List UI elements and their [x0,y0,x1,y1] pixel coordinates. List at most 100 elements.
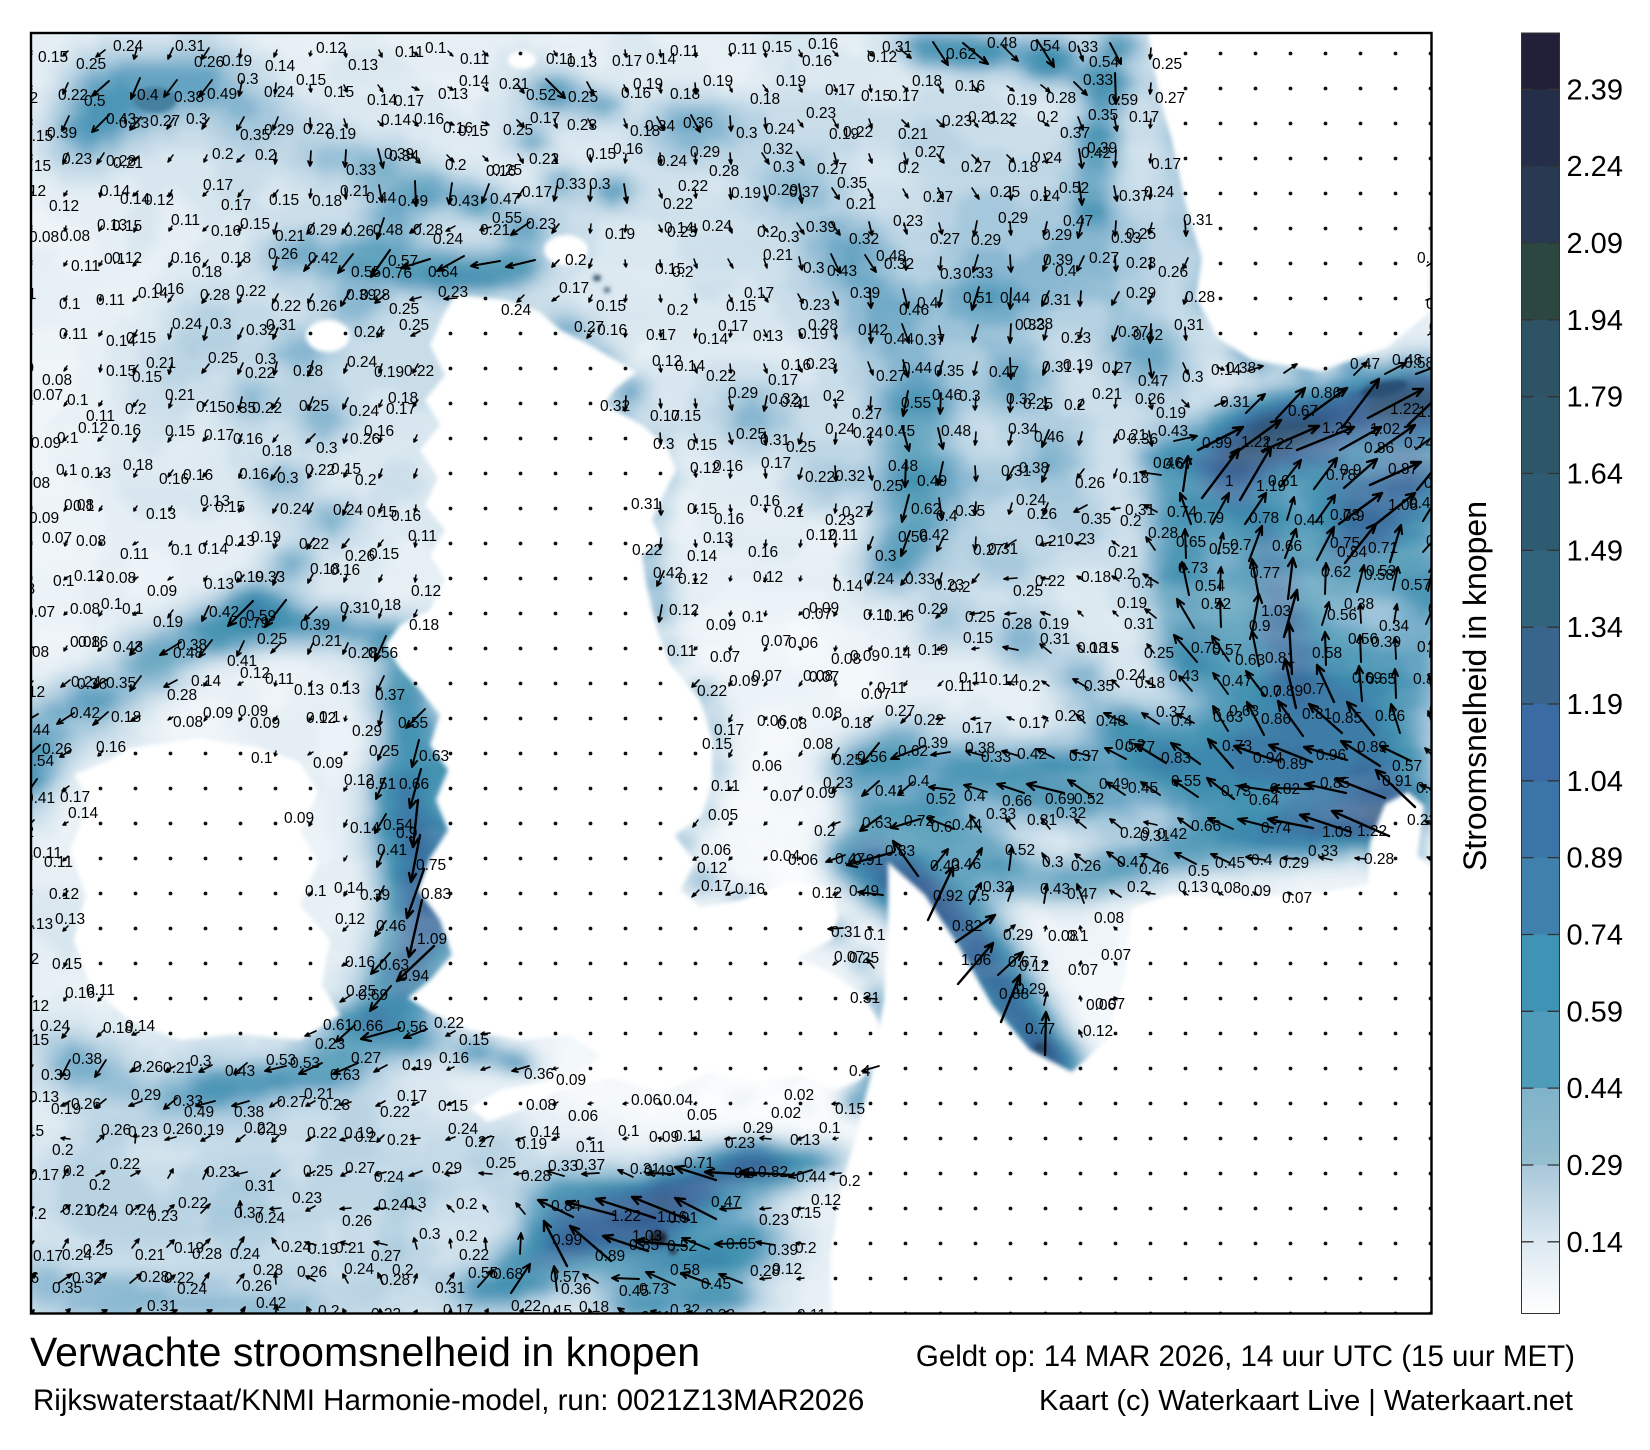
svg-text:0.12: 0.12 [652,353,682,370]
svg-text:Kaart (c) Waterkaart Live | Wa: Kaart (c) Waterkaart Live | Waterkaart.n… [1039,1385,1573,1417]
svg-text:0.08: 0.08 [29,229,59,246]
svg-text:0.08: 0.08 [1211,880,1241,897]
svg-text:0.22: 0.22 [434,1015,464,1032]
svg-text:0.25: 0.25 [303,1163,333,1180]
svg-text:0.09: 0.09 [809,600,839,617]
svg-text:0.44: 0.44 [1567,1073,1623,1105]
svg-text:0.08: 0.08 [106,570,136,587]
svg-text:0.25: 0.25 [76,56,106,73]
svg-text:0.1: 0.1 [122,601,144,618]
svg-text:0.63: 0.63 [1213,709,1243,726]
svg-text:0.24: 0.24 [853,425,884,442]
svg-text:1.22: 1.22 [1390,401,1420,418]
svg-text:0.52: 0.52 [1074,791,1104,808]
svg-text:0.3: 0.3 [653,436,675,453]
svg-text:0.35: 0.35 [240,127,270,144]
svg-text:0.41: 0.41 [227,653,257,670]
svg-text:0.3: 0.3 [1042,854,1064,871]
svg-text:0.48: 0.48 [173,645,203,662]
svg-text:0.69: 0.69 [1045,791,1075,808]
svg-text:0.14: 0.14 [381,112,412,129]
svg-text:0.28: 0.28 [1023,316,1053,333]
svg-text:0.19: 0.19 [798,326,828,343]
svg-text:0.53: 0.53 [266,1052,296,1069]
svg-text:0.12: 0.12 [812,885,842,902]
svg-text:0.53: 0.53 [1428,601,1458,618]
svg-text:0.53: 0.53 [290,1055,320,1072]
svg-text:0.22: 0.22 [529,151,559,168]
svg-text:0.07: 0.07 [42,530,72,547]
svg-text:0.29: 0.29 [432,1160,462,1177]
svg-text:0.2: 0.2 [839,1173,861,1190]
svg-text:0.48: 0.48 [1096,713,1126,730]
svg-text:0.12: 0.12 [753,569,783,586]
svg-text:0.2: 0.2 [1120,513,1142,530]
svg-text:0.91: 0.91 [1382,773,1412,790]
svg-text:0.24: 0.24 [255,1210,286,1227]
svg-text:0.28: 0.28 [360,287,390,304]
svg-text:0.24: 0.24 [177,1281,208,1298]
svg-text:2.09: 2.09 [1567,228,1623,260]
svg-text:0.23: 0.23 [825,512,855,529]
svg-text:0.24: 0.24 [347,354,378,371]
svg-text:0.25: 0.25 [299,398,329,415]
svg-text:0.1: 0.1 [319,709,341,726]
svg-text:0.27: 0.27 [973,542,1003,559]
svg-text:0.25: 0.25 [346,983,376,1000]
svg-text:0.54: 0.54 [383,817,414,834]
svg-text:0.4: 0.4 [936,508,958,525]
svg-text:0.55: 0.55 [492,210,522,227]
svg-text:0.71: 0.71 [1368,540,1398,557]
svg-text:0.39: 0.39 [346,287,376,304]
svg-text:0.26: 0.26 [1071,858,1101,875]
svg-text:0.17: 0.17 [650,408,680,425]
svg-text:0.14: 0.14 [100,183,131,200]
svg-text:0.28: 0.28 [808,317,838,334]
svg-text:0.27: 0.27 [842,504,872,521]
svg-text:0.24: 0.24 [344,1261,375,1278]
svg-text:0.08: 0.08 [1048,928,1078,945]
svg-text:0.26: 0.26 [297,1264,327,1281]
svg-text:0.1: 0.1 [101,596,123,613]
svg-text:0.24: 0.24 [657,153,688,170]
svg-text:0.73: 0.73 [1222,738,1252,755]
svg-text:0.87: 0.87 [1388,461,1418,478]
svg-text:0.14: 0.14 [125,1018,156,1035]
svg-text:0.16: 0.16 [597,322,627,339]
svg-text:0.24: 0.24 [40,1018,71,1035]
svg-text:0.27: 0.27 [371,1248,401,1265]
svg-text:0.91: 0.91 [668,1210,698,1227]
svg-text:0.47: 0.47 [1222,673,1252,690]
svg-text:0.07: 0.07 [861,686,891,703]
svg-text:0.2: 0.2 [89,1177,111,1194]
svg-text:0.29: 0.29 [998,210,1028,227]
svg-text:0.16: 0.16 [714,511,744,528]
svg-text:0.16: 0.16 [414,111,444,128]
svg-text:0.3: 0.3 [736,125,758,142]
svg-text:0.54: 0.54 [24,753,55,770]
svg-text:0.14: 0.14 [367,92,398,109]
svg-text:0.21: 0.21 [165,387,195,404]
svg-text:0.2: 0.2 [898,160,920,177]
svg-text:0.23: 0.23 [806,105,836,122]
svg-text:0.21: 0.21 [387,1132,417,1149]
svg-text:0.26: 0.26 [342,1213,372,1230]
svg-text:0.89: 0.89 [1273,683,1303,700]
svg-text:0.29: 0.29 [1016,981,1046,998]
svg-text:0.27: 0.27 [465,1134,495,1151]
svg-text:0.43: 0.43 [1426,533,1456,550]
svg-text:Stroomsnelheid in knopen: Stroomsnelheid in knopen [1457,501,1493,871]
svg-text:0.17: 0.17 [530,110,560,127]
svg-text:0.32: 0.32 [1006,391,1036,408]
svg-text:0.15: 0.15 [126,330,156,347]
svg-text:0.21: 0.21 [146,355,176,372]
svg-text:0.23: 0.23 [292,1190,322,1207]
svg-text:0.13: 0.13 [753,328,783,345]
svg-text:0.54: 0.54 [1089,54,1120,71]
svg-text:0.94: 0.94 [1253,750,1284,767]
svg-text:0.18: 0.18 [111,709,141,726]
svg-text:0.17: 0.17 [1129,109,1159,126]
svg-text:0.48: 0.48 [888,458,918,475]
svg-text:0.19: 0.19 [1007,92,1037,109]
svg-text:0.18: 0.18 [750,91,780,108]
